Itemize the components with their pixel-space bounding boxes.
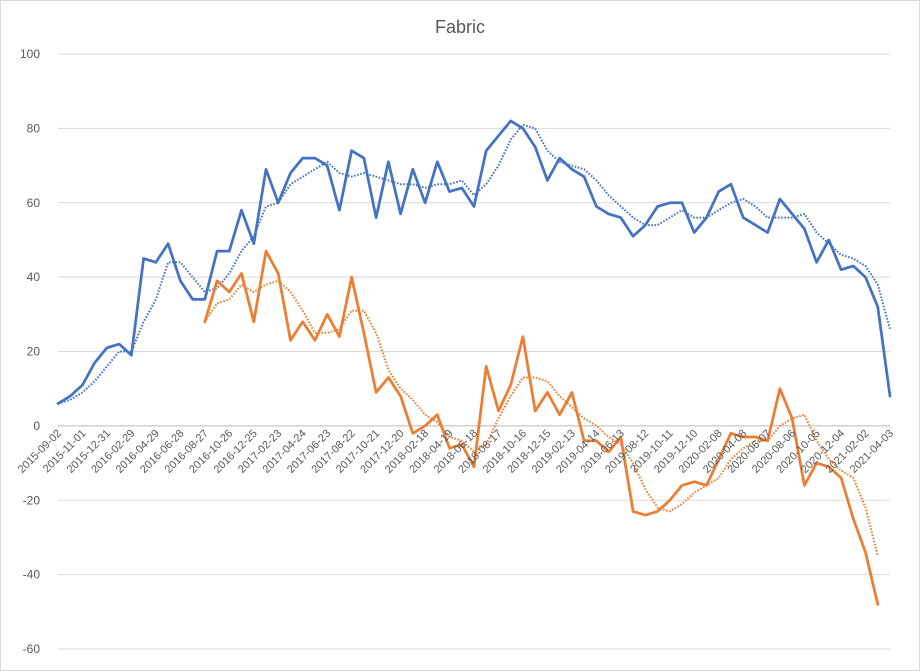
y-tick-label: 60: [27, 196, 41, 210]
y-tick-label: 80: [27, 121, 41, 135]
y-tick-label: 0: [33, 419, 40, 433]
y-tick-label: 20: [27, 345, 41, 359]
y-tick-label: 100: [20, 47, 40, 61]
y-tick-label: -20: [23, 493, 41, 507]
series-line-3-solid: [203, 249, 880, 606]
y-tick-label: -60: [23, 642, 41, 656]
chart-title: Fabric: [434, 17, 485, 37]
y-tick-label: 40: [27, 270, 41, 284]
series-line-4-dotted: [203, 279, 879, 557]
series-line-2-dotted: [57, 123, 891, 405]
y-tick-label: -40: [23, 568, 41, 582]
series-line-1-solid: [56, 119, 892, 405]
